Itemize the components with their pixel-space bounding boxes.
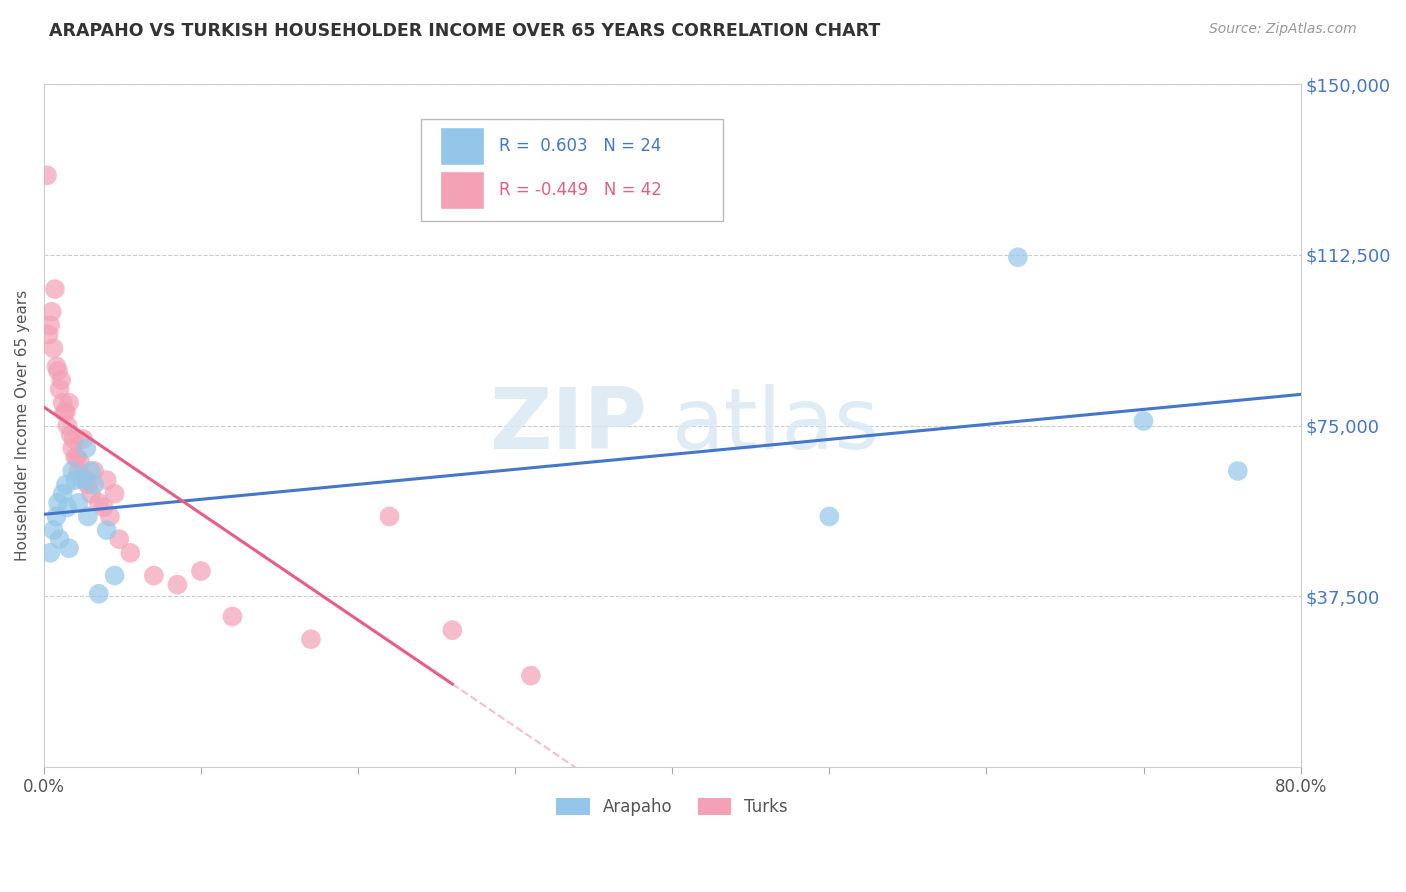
Point bbox=[52, 396, 75, 410]
Point bbox=[1007, 250, 1029, 264]
Point bbox=[38, 327, 60, 342]
Point bbox=[441, 623, 464, 637]
Point bbox=[77, 509, 100, 524]
Point bbox=[98, 509, 121, 524]
Point bbox=[166, 577, 188, 591]
Point bbox=[69, 455, 91, 469]
Point bbox=[299, 632, 322, 647]
Point bbox=[39, 318, 62, 333]
Point bbox=[58, 541, 80, 556]
Point bbox=[67, 496, 90, 510]
Point bbox=[96, 473, 118, 487]
Point bbox=[142, 568, 165, 582]
Point bbox=[1132, 414, 1154, 428]
Point bbox=[72, 473, 94, 487]
Point bbox=[53, 405, 76, 419]
Point bbox=[51, 373, 73, 387]
Point bbox=[42, 523, 65, 537]
Point bbox=[56, 500, 79, 515]
Point bbox=[52, 486, 75, 500]
Point bbox=[80, 464, 103, 478]
Text: Source: ZipAtlas.com: Source: ZipAtlas.com bbox=[1209, 22, 1357, 37]
Text: R = -0.449   N = 42: R = -0.449 N = 42 bbox=[499, 181, 662, 199]
Point bbox=[58, 396, 80, 410]
Point bbox=[93, 500, 115, 515]
Point bbox=[46, 496, 69, 510]
Point bbox=[60, 442, 83, 456]
Point bbox=[62, 432, 84, 446]
Point bbox=[48, 532, 70, 546]
Point bbox=[520, 668, 543, 682]
Point bbox=[80, 486, 103, 500]
Point bbox=[45, 509, 67, 524]
Text: ZIP: ZIP bbox=[489, 384, 647, 467]
FancyBboxPatch shape bbox=[420, 119, 723, 221]
Text: R =  0.603   N = 24: R = 0.603 N = 24 bbox=[499, 136, 661, 155]
Point bbox=[46, 364, 69, 378]
Point bbox=[1226, 464, 1249, 478]
Point bbox=[96, 523, 118, 537]
Point bbox=[378, 509, 401, 524]
Point bbox=[75, 473, 97, 487]
Point bbox=[83, 464, 105, 478]
Point bbox=[87, 587, 110, 601]
Point bbox=[87, 496, 110, 510]
Point bbox=[83, 477, 105, 491]
Point bbox=[108, 532, 131, 546]
Point bbox=[72, 432, 94, 446]
Bar bbox=[440, 171, 484, 209]
Point bbox=[120, 546, 142, 560]
Point bbox=[60, 464, 83, 478]
Bar bbox=[440, 127, 484, 165]
Legend: Arapaho, Turks: Arapaho, Turks bbox=[550, 791, 794, 823]
Y-axis label: Householder Income Over 65 years: Householder Income Over 65 years bbox=[15, 290, 30, 561]
Point bbox=[67, 464, 90, 478]
Point bbox=[818, 509, 841, 524]
Point bbox=[35, 169, 58, 183]
Point bbox=[75, 442, 97, 456]
Point bbox=[41, 305, 63, 319]
Point bbox=[59, 427, 82, 442]
Point bbox=[55, 405, 77, 419]
Point bbox=[45, 359, 67, 374]
Text: atlas: atlas bbox=[672, 384, 880, 467]
Point bbox=[77, 477, 100, 491]
Point bbox=[56, 418, 79, 433]
Point bbox=[42, 341, 65, 355]
Point bbox=[190, 564, 212, 578]
Point bbox=[44, 282, 66, 296]
Point bbox=[103, 568, 125, 582]
Text: ARAPAHO VS TURKISH HOUSEHOLDER INCOME OVER 65 YEARS CORRELATION CHART: ARAPAHO VS TURKISH HOUSEHOLDER INCOME OV… bbox=[49, 22, 880, 40]
Point bbox=[48, 382, 70, 396]
Point bbox=[221, 609, 243, 624]
Point bbox=[65, 450, 87, 465]
Point bbox=[66, 450, 89, 465]
Point bbox=[55, 477, 77, 491]
Point bbox=[65, 473, 87, 487]
Point bbox=[39, 546, 62, 560]
Point bbox=[103, 486, 125, 500]
